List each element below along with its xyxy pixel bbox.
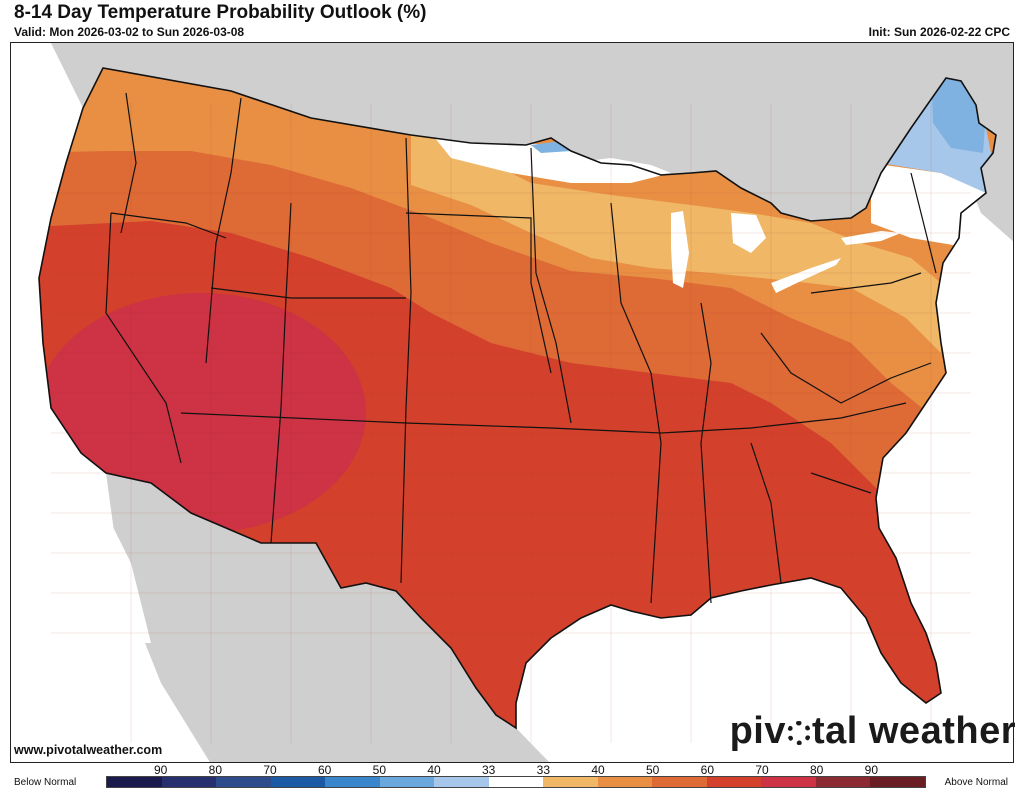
border-ca-nv bbox=[105, 212, 182, 464]
border-pa-ny bbox=[810, 272, 922, 294]
legend-swatch bbox=[325, 777, 380, 787]
border-sd-ne-ks bbox=[405, 212, 552, 374]
lake-ontario bbox=[841, 231, 901, 245]
great-lakes bbox=[571, 158, 901, 293]
border-mn-ia-mo bbox=[530, 147, 572, 424]
legend-swatch bbox=[107, 777, 162, 787]
legend-tick-label: 70 bbox=[755, 763, 769, 777]
header: 8-14 Day Temperature Probability Outlook… bbox=[0, 0, 1024, 42]
pivotal-weather-logo: piv tal weather bbox=[730, 710, 1016, 753]
legend-swatch bbox=[597, 777, 653, 787]
logo-text-end: tal weather bbox=[811, 710, 1016, 752]
border-il-in-ms-al bbox=[700, 302, 712, 604]
legend-swatch bbox=[815, 777, 871, 787]
border-ut-az bbox=[270, 202, 292, 544]
border-ca-nv-north bbox=[110, 212, 227, 239]
legend-swatch bbox=[652, 777, 707, 787]
border-id-mt bbox=[205, 97, 242, 364]
valid-period: Valid: Mon 2026-03-02 to Sun 2026-03-08 bbox=[14, 25, 245, 39]
outlook-map bbox=[11, 43, 1013, 762]
legend-swatch bbox=[434, 777, 489, 787]
county-grid-horizontal bbox=[51, 192, 971, 634]
legend-ticks: 90 80 70 60 50 40 33 33 40 50 60 70 80 90 bbox=[10, 763, 1014, 777]
legend-tick-label: 40 bbox=[591, 763, 605, 777]
lake-michigan bbox=[671, 211, 689, 288]
legend-swatch bbox=[543, 777, 598, 787]
legend-tick-label: 90 bbox=[864, 763, 878, 777]
legend-tick-label: 60 bbox=[700, 763, 714, 777]
legend-swatch bbox=[706, 777, 762, 787]
logo-text-start: piv bbox=[729, 710, 786, 752]
legend-tick-label: 33 bbox=[481, 763, 496, 777]
lake-erie bbox=[771, 258, 841, 293]
legend-above-normal-label: Above Normal bbox=[944, 777, 1008, 788]
border-nm-tx-ok bbox=[180, 412, 662, 434]
legend-tick-label: 40 bbox=[427, 763, 441, 777]
us-outline bbox=[38, 67, 997, 730]
gear-icon bbox=[786, 721, 811, 745]
legend-tick-label: 60 bbox=[317, 763, 332, 777]
border-al-ga bbox=[750, 442, 782, 584]
map-panel[interactable] bbox=[10, 42, 1014, 763]
border-oh-wv-va bbox=[760, 332, 932, 404]
legend-swatch bbox=[870, 777, 925, 787]
legend-tick-label: 50 bbox=[372, 763, 386, 777]
init-time: Init: Sun 2026-02-22 CPC bbox=[868, 25, 1010, 39]
border-wy-co bbox=[210, 287, 406, 299]
border-tn-ky-va bbox=[660, 402, 907, 434]
legend-tick-label: 70 bbox=[263, 763, 277, 777]
border-vt-nh bbox=[910, 172, 937, 274]
legend-colorbar bbox=[106, 776, 926, 788]
county-grid-vertical bbox=[130, 103, 932, 743]
border-nd-sd-ne-tx bbox=[400, 137, 412, 584]
gulf-of-california bbox=[91, 483, 151, 643]
website-url[interactable]: www.pivotalweather.com bbox=[14, 743, 163, 757]
legend-below-normal-label: Below Normal bbox=[14, 777, 77, 788]
legend-swatch bbox=[761, 777, 816, 787]
legend-swatch bbox=[216, 777, 271, 787]
lake-superior bbox=[571, 158, 671, 178]
legend-swatch bbox=[161, 777, 217, 787]
state-boundaries bbox=[105, 92, 937, 604]
map-title: 8-14 Day Temperature Probability Outlook… bbox=[14, 2, 427, 23]
mexico-landmass bbox=[106, 473, 550, 762]
legend-swatch bbox=[379, 777, 435, 787]
county-boundaries bbox=[51, 103, 971, 743]
legend-swatch bbox=[488, 777, 544, 787]
legend-tick-label: 50 bbox=[645, 763, 660, 777]
legend-swatch bbox=[270, 777, 326, 787]
border-or-id bbox=[120, 92, 137, 234]
lake-huron bbox=[731, 213, 766, 253]
legend-tick-label: 80 bbox=[208, 763, 222, 777]
border-ga-sc bbox=[810, 472, 872, 494]
canada-landmass bbox=[11, 43, 1013, 242]
border-wi-il-mo-ar bbox=[610, 202, 662, 604]
color-legend: 90 80 70 60 50 40 33 33 40 50 60 70 80 90 Below Norma… bbox=[10, 763, 1014, 789]
legend-tick-label: 33 bbox=[536, 763, 550, 777]
legend-tick-label: 90 bbox=[153, 763, 168, 777]
legend-tick-label: 80 bbox=[809, 763, 824, 777]
